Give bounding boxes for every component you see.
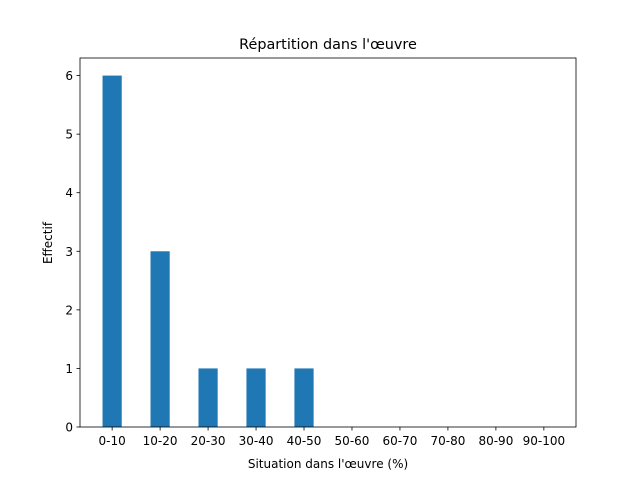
x-tick-label: 90-100 — [523, 434, 566, 448]
y-tick-label: 6 — [65, 69, 73, 83]
y-axis-label: Effectif — [41, 221, 55, 264]
x-tick-label: 50-60 — [335, 434, 370, 448]
y-tick-label: 1 — [65, 362, 73, 376]
x-tick-label: 60-70 — [383, 434, 418, 448]
y-tick-label: 2 — [65, 303, 73, 317]
bar — [198, 368, 218, 427]
x-tick-label: 20-30 — [191, 434, 226, 448]
bar — [294, 368, 314, 427]
bar — [246, 368, 266, 427]
plot-frame — [79, 57, 577, 428]
x-tick-label: 80-90 — [478, 434, 513, 448]
x-tick-label: 10-20 — [143, 434, 178, 448]
x-tick-label: 40-50 — [287, 434, 322, 448]
y-tick-label: 3 — [65, 245, 73, 259]
x-tick-label: 70-80 — [430, 434, 465, 448]
x-axis-label: Situation dans l'œuvre (%) — [248, 457, 408, 471]
y-tick-label: 5 — [65, 128, 73, 142]
x-tick-label: 30-40 — [239, 434, 274, 448]
y-tick-label: 4 — [65, 186, 73, 200]
bar — [150, 251, 170, 427]
chart-title: Répartition dans l'œuvre — [239, 37, 417, 53]
bar — [102, 75, 122, 428]
x-tick-label: 0-10 — [99, 434, 126, 448]
y-tick-label: 0 — [65, 421, 73, 435]
